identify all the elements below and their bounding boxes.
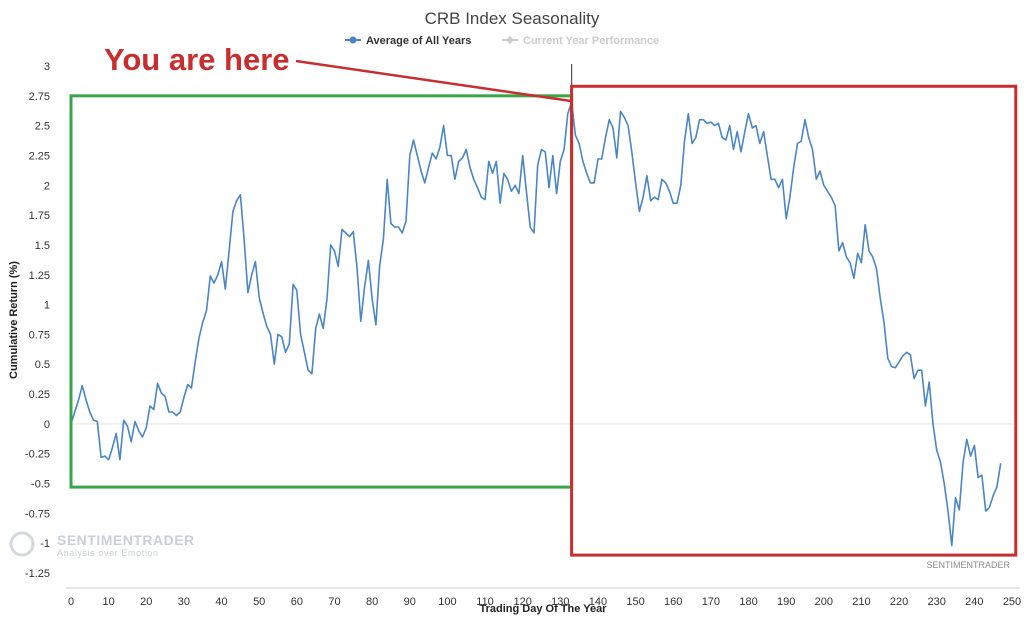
legend[interactable]: Average of All Years Current Year Perfor…	[345, 35, 659, 47]
x-tick-label: 190	[777, 596, 795, 608]
y-tick-label: -0.25	[25, 449, 50, 461]
series-layer	[70, 64, 1002, 552]
y-tick-label: 1.5	[35, 240, 50, 252]
credit-label: SENTIMENTRADER	[926, 560, 1010, 570]
axes-layer: 0 10 20 30 40 50 60 70 80 90 100 110 120 130 140 150 160…	[25, 61, 1021, 608]
x-axis-title: Trading Day Of The Year	[480, 603, 608, 615]
x-tick-label: 220	[890, 596, 908, 608]
watermark-name: SENTIMENTRADER	[57, 532, 195, 548]
chart-title: CRB Index Seasonality	[425, 9, 600, 28]
x-tick-label: 0	[68, 596, 74, 608]
legend-item-current-year[interactable]: Current Year Performance	[502, 35, 659, 47]
regions-layer	[69, 84, 1018, 557]
x-tick-label: 40	[215, 596, 227, 608]
x-tick-label: 230	[928, 596, 946, 608]
annotation-layer: You are here	[104, 42, 572, 103]
watermark: SENTIMENTRADER Analysis over Emotion	[9, 531, 195, 558]
x-tick-label: 100	[438, 596, 456, 608]
x-tick-label: 160	[664, 596, 682, 608]
y-tick-label: 2.75	[29, 91, 50, 103]
legend-current-year-diamond-icon	[506, 36, 514, 44]
watermark-tagline: Analysis over Emotion	[57, 548, 159, 558]
x-tick-label: 210	[852, 596, 870, 608]
legend-current-year-label: Current Year Performance	[523, 35, 659, 47]
x-tick-label: 20	[140, 596, 152, 608]
y-tick-label: 3	[44, 61, 50, 73]
x-tick-label: 90	[404, 596, 416, 608]
y-tick-label: 0.75	[29, 329, 50, 341]
x-tick-label: 80	[366, 596, 378, 608]
y-tick-label: 1.75	[29, 210, 50, 222]
y-tick-label: -1.25	[25, 568, 50, 580]
y-axis-title: Cumulative Return (%)	[8, 261, 20, 379]
y-tick-label: 2.25	[29, 150, 50, 162]
x-tick-label: 60	[291, 596, 303, 608]
x-tick-label: 170	[702, 596, 720, 608]
x-tick-label: 70	[328, 596, 340, 608]
y-tick-label: 0	[44, 419, 50, 431]
you-are-here-arrow	[295, 59, 572, 103]
y-tick-label: 1.25	[29, 270, 50, 282]
y-tick-label: -0.75	[25, 508, 50, 520]
x-tick-label: 150	[626, 596, 644, 608]
x-tick-label: 130	[551, 596, 569, 608]
x-tick-label: 250	[1003, 596, 1021, 608]
legend-average-dot-icon	[349, 36, 357, 44]
legend-item-average[interactable]: Average of All Years	[345, 35, 471, 47]
x-tick-label: 240	[965, 596, 983, 608]
y-tick-label: 1	[44, 300, 50, 312]
x-tick-label: 120	[514, 596, 532, 608]
y-tick-label: -0.5	[31, 479, 50, 491]
you-are-here-label: You are here	[104, 42, 290, 77]
x-tick-label: 200	[815, 596, 833, 608]
x-tick-label: 110	[476, 596, 494, 608]
highlight-region-1	[570, 84, 1018, 557]
watermark-logo-icon	[9, 531, 35, 557]
y-tick-label: 0.5	[35, 359, 50, 371]
x-tick-label: 180	[739, 596, 757, 608]
x-tick-label: 10	[103, 596, 115, 608]
x-tick-label: 140	[589, 596, 607, 608]
x-tick-label: 30	[178, 596, 190, 608]
y-tick-label: 2	[44, 180, 50, 192]
y-tick-label: -1	[40, 538, 50, 550]
legend-average-label: Average of All Years	[366, 35, 471, 47]
y-tick-label: 2.5	[35, 121, 50, 133]
y-tick-label: 0.25	[29, 389, 50, 401]
series-line-0	[70, 101, 1002, 547]
x-tick-label: 50	[253, 596, 265, 608]
